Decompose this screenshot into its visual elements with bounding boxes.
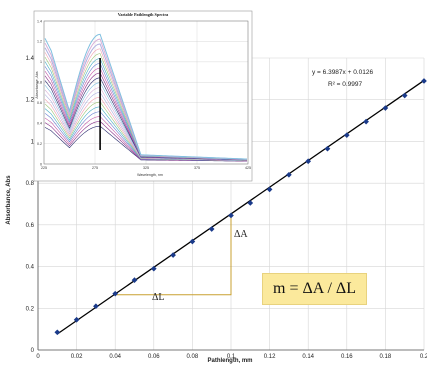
y-axis-label: Absorbance, Abs bbox=[6, 175, 12, 225]
inset-y-tick-label: 1.4 bbox=[37, 19, 42, 23]
inset-y-tick-label: 0 bbox=[40, 162, 42, 166]
inset-x-tick-labels: 225 275 325 375 425 bbox=[41, 166, 251, 170]
delta-triangle-path bbox=[115, 214, 232, 296]
r-squared: R² = 0.9997 bbox=[328, 81, 363, 88]
data-point bbox=[170, 252, 176, 258]
y-tick-label: 0.8 bbox=[26, 181, 35, 187]
data-point bbox=[131, 277, 138, 283]
data-point bbox=[150, 265, 157, 272]
data-point bbox=[54, 329, 61, 336]
y-tick-label: 1.2 bbox=[26, 98, 35, 104]
data-point bbox=[266, 186, 273, 193]
data-points bbox=[54, 78, 427, 336]
x-tick-label: 0.2 bbox=[420, 354, 427, 360]
x-tick-label: 0.14 bbox=[302, 354, 314, 360]
x-tick-label: 0.16 bbox=[341, 354, 353, 360]
x-tick-label: 0 bbox=[36, 354, 40, 360]
data-point bbox=[208, 226, 215, 232]
x-tick-label: 0.12 bbox=[264, 354, 276, 360]
trendline-path bbox=[56, 79, 425, 335]
spectrum-curve bbox=[44, 33, 248, 160]
inset-y-tick-labels: 0 0.2 0.4 0.6 0.8 1 1.2 1.4 bbox=[37, 19, 42, 166]
data-point bbox=[112, 290, 119, 297]
x-tick-label: 0.1 bbox=[227, 354, 236, 360]
data-point bbox=[286, 171, 292, 178]
inset-title: Variable Pathlength Spectra bbox=[118, 12, 169, 17]
inset-gridlines bbox=[43, 20, 249, 165]
delta-triangle bbox=[115, 214, 232, 296]
x-tick-label: 0.06 bbox=[148, 354, 160, 360]
y-tick-label: 0.2 bbox=[26, 306, 35, 312]
inset-y-tick-label: 1.2 bbox=[37, 40, 42, 44]
data-point bbox=[382, 105, 389, 111]
data-point bbox=[305, 158, 312, 165]
main-x-tick-labels: 0 0.02 0.04 0.06 0.08 0.1 0.12 0.14 0.16 0.18 0.2 bbox=[36, 354, 427, 360]
inset-x-tick-label: 275 bbox=[92, 166, 98, 170]
inset-y-tick-label: 0.8 bbox=[37, 81, 42, 85]
delta-l-label: ΔL bbox=[152, 292, 165, 303]
inset-x-tick-label: 325 bbox=[143, 166, 149, 170]
data-point bbox=[93, 303, 99, 310]
inset-y-tick-label: 0.2 bbox=[37, 142, 42, 146]
inset-y-tick-label: 0.6 bbox=[37, 101, 42, 105]
x-tick-label: 0.02 bbox=[71, 354, 83, 360]
trend-equation: y = 6.3987x + 0.0126 bbox=[312, 69, 373, 76]
x-tick-label: 0.04 bbox=[109, 354, 121, 360]
inset-y-axis-label: Absorbance, Abs bbox=[35, 71, 39, 98]
inset-plot-border bbox=[43, 20, 249, 165]
data-point bbox=[401, 92, 408, 99]
y-tick-label: 0 bbox=[31, 348, 35, 354]
data-point bbox=[73, 316, 80, 323]
data-point bbox=[324, 145, 331, 152]
x-tick-label: 0.18 bbox=[380, 354, 392, 360]
inset-x-tick-label: 425 bbox=[245, 166, 251, 170]
y-tick-label: 0.4 bbox=[26, 265, 35, 271]
y-tick-label: 1 bbox=[31, 139, 35, 145]
inset-x-axis-label: Wavelength, nm bbox=[137, 173, 163, 177]
trendline bbox=[56, 79, 425, 335]
inset-y-tick-label: 1 bbox=[40, 60, 42, 64]
inset-x-tick-label: 375 bbox=[194, 166, 200, 170]
data-point bbox=[363, 118, 369, 125]
data-point bbox=[189, 238, 196, 245]
data-point bbox=[343, 132, 350, 138]
x-tick-label: 0.08 bbox=[187, 354, 199, 360]
inset-x-tick-label: 225 bbox=[41, 166, 47, 170]
y-tick-label: 1.4 bbox=[26, 56, 35, 62]
inset-spectra-chart: Variable Pathlength Spectra 225 275 325 375… bbox=[33, 10, 253, 182]
data-point bbox=[247, 200, 254, 206]
inset-spectra-curves bbox=[44, 33, 248, 162]
data-point bbox=[421, 78, 427, 84]
x-axis-label: Pathlength, mm bbox=[207, 358, 252, 364]
main-y-tick-labels: 0 0.2 0.4 0.6 0.8 1 1.2 1.4 bbox=[26, 56, 35, 354]
slope-formula-box: m = ΔA / ΔL bbox=[262, 273, 367, 305]
y-tick-label: 0.6 bbox=[26, 223, 35, 229]
data-point bbox=[228, 212, 234, 219]
inset-y-tick-label: 0.4 bbox=[37, 121, 42, 125]
inset-background bbox=[33, 10, 253, 182]
delta-a-label: ΔA bbox=[234, 229, 248, 240]
